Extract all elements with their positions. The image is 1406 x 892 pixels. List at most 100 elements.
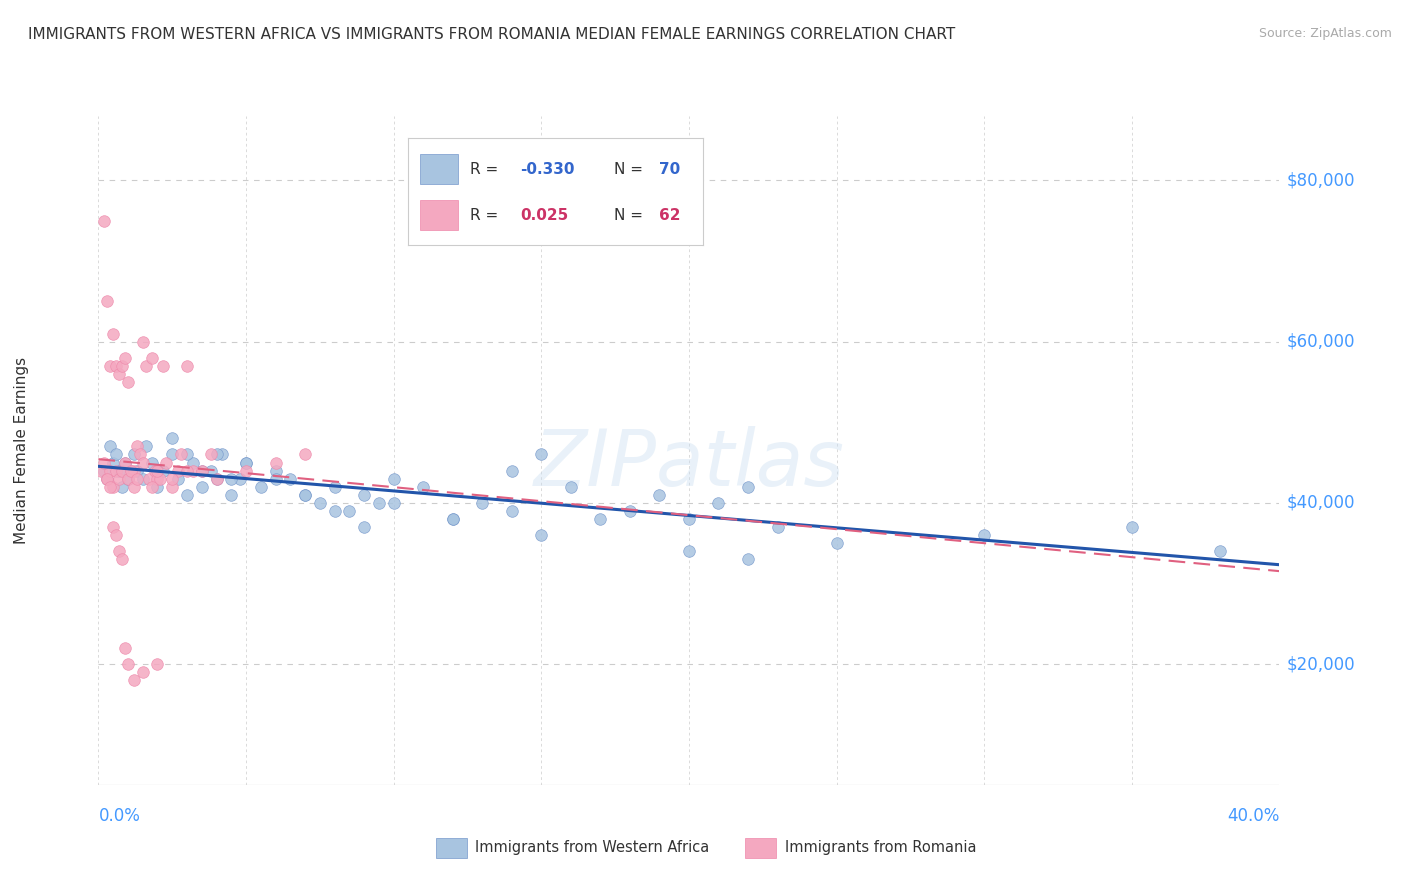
Point — [530, 528, 553, 542]
Point — [973, 528, 995, 542]
Point — [235, 464, 257, 478]
Point — [200, 448, 222, 462]
Point — [132, 472, 155, 486]
Point — [176, 448, 198, 462]
Point — [103, 480, 125, 494]
Point — [501, 504, 523, 518]
Point — [162, 448, 183, 462]
Point — [176, 464, 198, 478]
Point — [108, 544, 131, 558]
Point — [162, 480, 183, 494]
Point — [162, 431, 183, 445]
Point — [1121, 520, 1143, 534]
Point — [707, 496, 730, 510]
Point — [235, 456, 257, 470]
Text: $60,000: $60,000 — [1286, 333, 1355, 351]
Point — [323, 480, 346, 494]
Point — [146, 480, 169, 494]
Point — [125, 472, 148, 486]
Text: N =: N = — [614, 208, 648, 223]
Point — [825, 536, 848, 550]
Text: IMMIGRANTS FROM WESTERN AFRICA VS IMMIGRANTS FROM ROMANIA MEDIAN FEMALE EARNINGS: IMMIGRANTS FROM WESTERN AFRICA VS IMMIGR… — [28, 27, 955, 42]
Point — [211, 448, 233, 462]
Point — [122, 673, 145, 688]
Point — [155, 456, 177, 470]
Point — [530, 448, 553, 462]
Point — [122, 448, 145, 462]
Point — [205, 448, 228, 462]
Point — [125, 439, 148, 453]
Point — [200, 464, 222, 478]
Text: R =: R = — [470, 208, 503, 223]
Point — [167, 472, 190, 486]
Point — [141, 480, 163, 494]
Bar — [419, 154, 458, 185]
Point — [96, 472, 118, 486]
Text: R =: R = — [470, 161, 503, 177]
Point — [191, 464, 214, 478]
Point — [98, 359, 121, 373]
Point — [191, 480, 214, 494]
Point — [108, 472, 131, 486]
Point — [98, 439, 121, 453]
Point — [117, 472, 139, 486]
Point — [353, 520, 375, 534]
Point — [152, 464, 174, 478]
Point — [264, 456, 287, 470]
Point — [294, 448, 316, 462]
Point — [412, 480, 434, 494]
Point — [176, 359, 198, 373]
Point — [441, 512, 464, 526]
Text: 70: 70 — [658, 161, 681, 177]
Text: N =: N = — [614, 161, 648, 177]
Point — [250, 480, 273, 494]
Point — [103, 326, 125, 341]
Point — [146, 472, 169, 486]
Point — [191, 464, 214, 478]
Point — [264, 472, 287, 486]
Point — [205, 472, 228, 486]
Text: 0.0%: 0.0% — [98, 807, 141, 825]
Point — [176, 488, 198, 502]
Point — [219, 472, 242, 486]
Bar — [419, 201, 458, 230]
Point — [278, 472, 302, 486]
Point — [103, 456, 125, 470]
Point — [90, 464, 112, 478]
Point — [219, 488, 242, 502]
Point — [589, 512, 612, 526]
Point — [141, 351, 163, 365]
Point — [501, 464, 523, 478]
Point — [1209, 544, 1232, 558]
Point — [368, 496, 391, 510]
Text: -0.330: -0.330 — [520, 161, 575, 177]
Text: $40,000: $40,000 — [1286, 494, 1355, 512]
Point — [132, 456, 155, 470]
Point — [737, 552, 759, 566]
Point — [181, 464, 204, 478]
Point — [737, 480, 759, 494]
Point — [678, 544, 700, 558]
Point — [98, 464, 121, 478]
Text: Immigrants from Romania: Immigrants from Romania — [785, 840, 976, 855]
Point — [471, 496, 494, 510]
Point — [111, 552, 134, 566]
Point — [353, 488, 375, 502]
Text: $20,000: $20,000 — [1286, 655, 1355, 673]
Point — [132, 665, 155, 679]
Point — [120, 464, 142, 478]
Text: 40.0%: 40.0% — [1227, 807, 1279, 825]
Point — [93, 456, 115, 470]
Text: 62: 62 — [658, 208, 681, 223]
Point — [135, 359, 157, 373]
Point — [98, 480, 121, 494]
Text: Source: ZipAtlas.com: Source: ZipAtlas.com — [1258, 27, 1392, 40]
Point — [96, 294, 118, 309]
Point — [441, 512, 464, 526]
Point — [235, 456, 257, 470]
Point — [135, 439, 157, 453]
Point — [323, 504, 346, 518]
Point — [146, 464, 169, 478]
Point — [111, 464, 134, 478]
Point — [105, 528, 128, 542]
